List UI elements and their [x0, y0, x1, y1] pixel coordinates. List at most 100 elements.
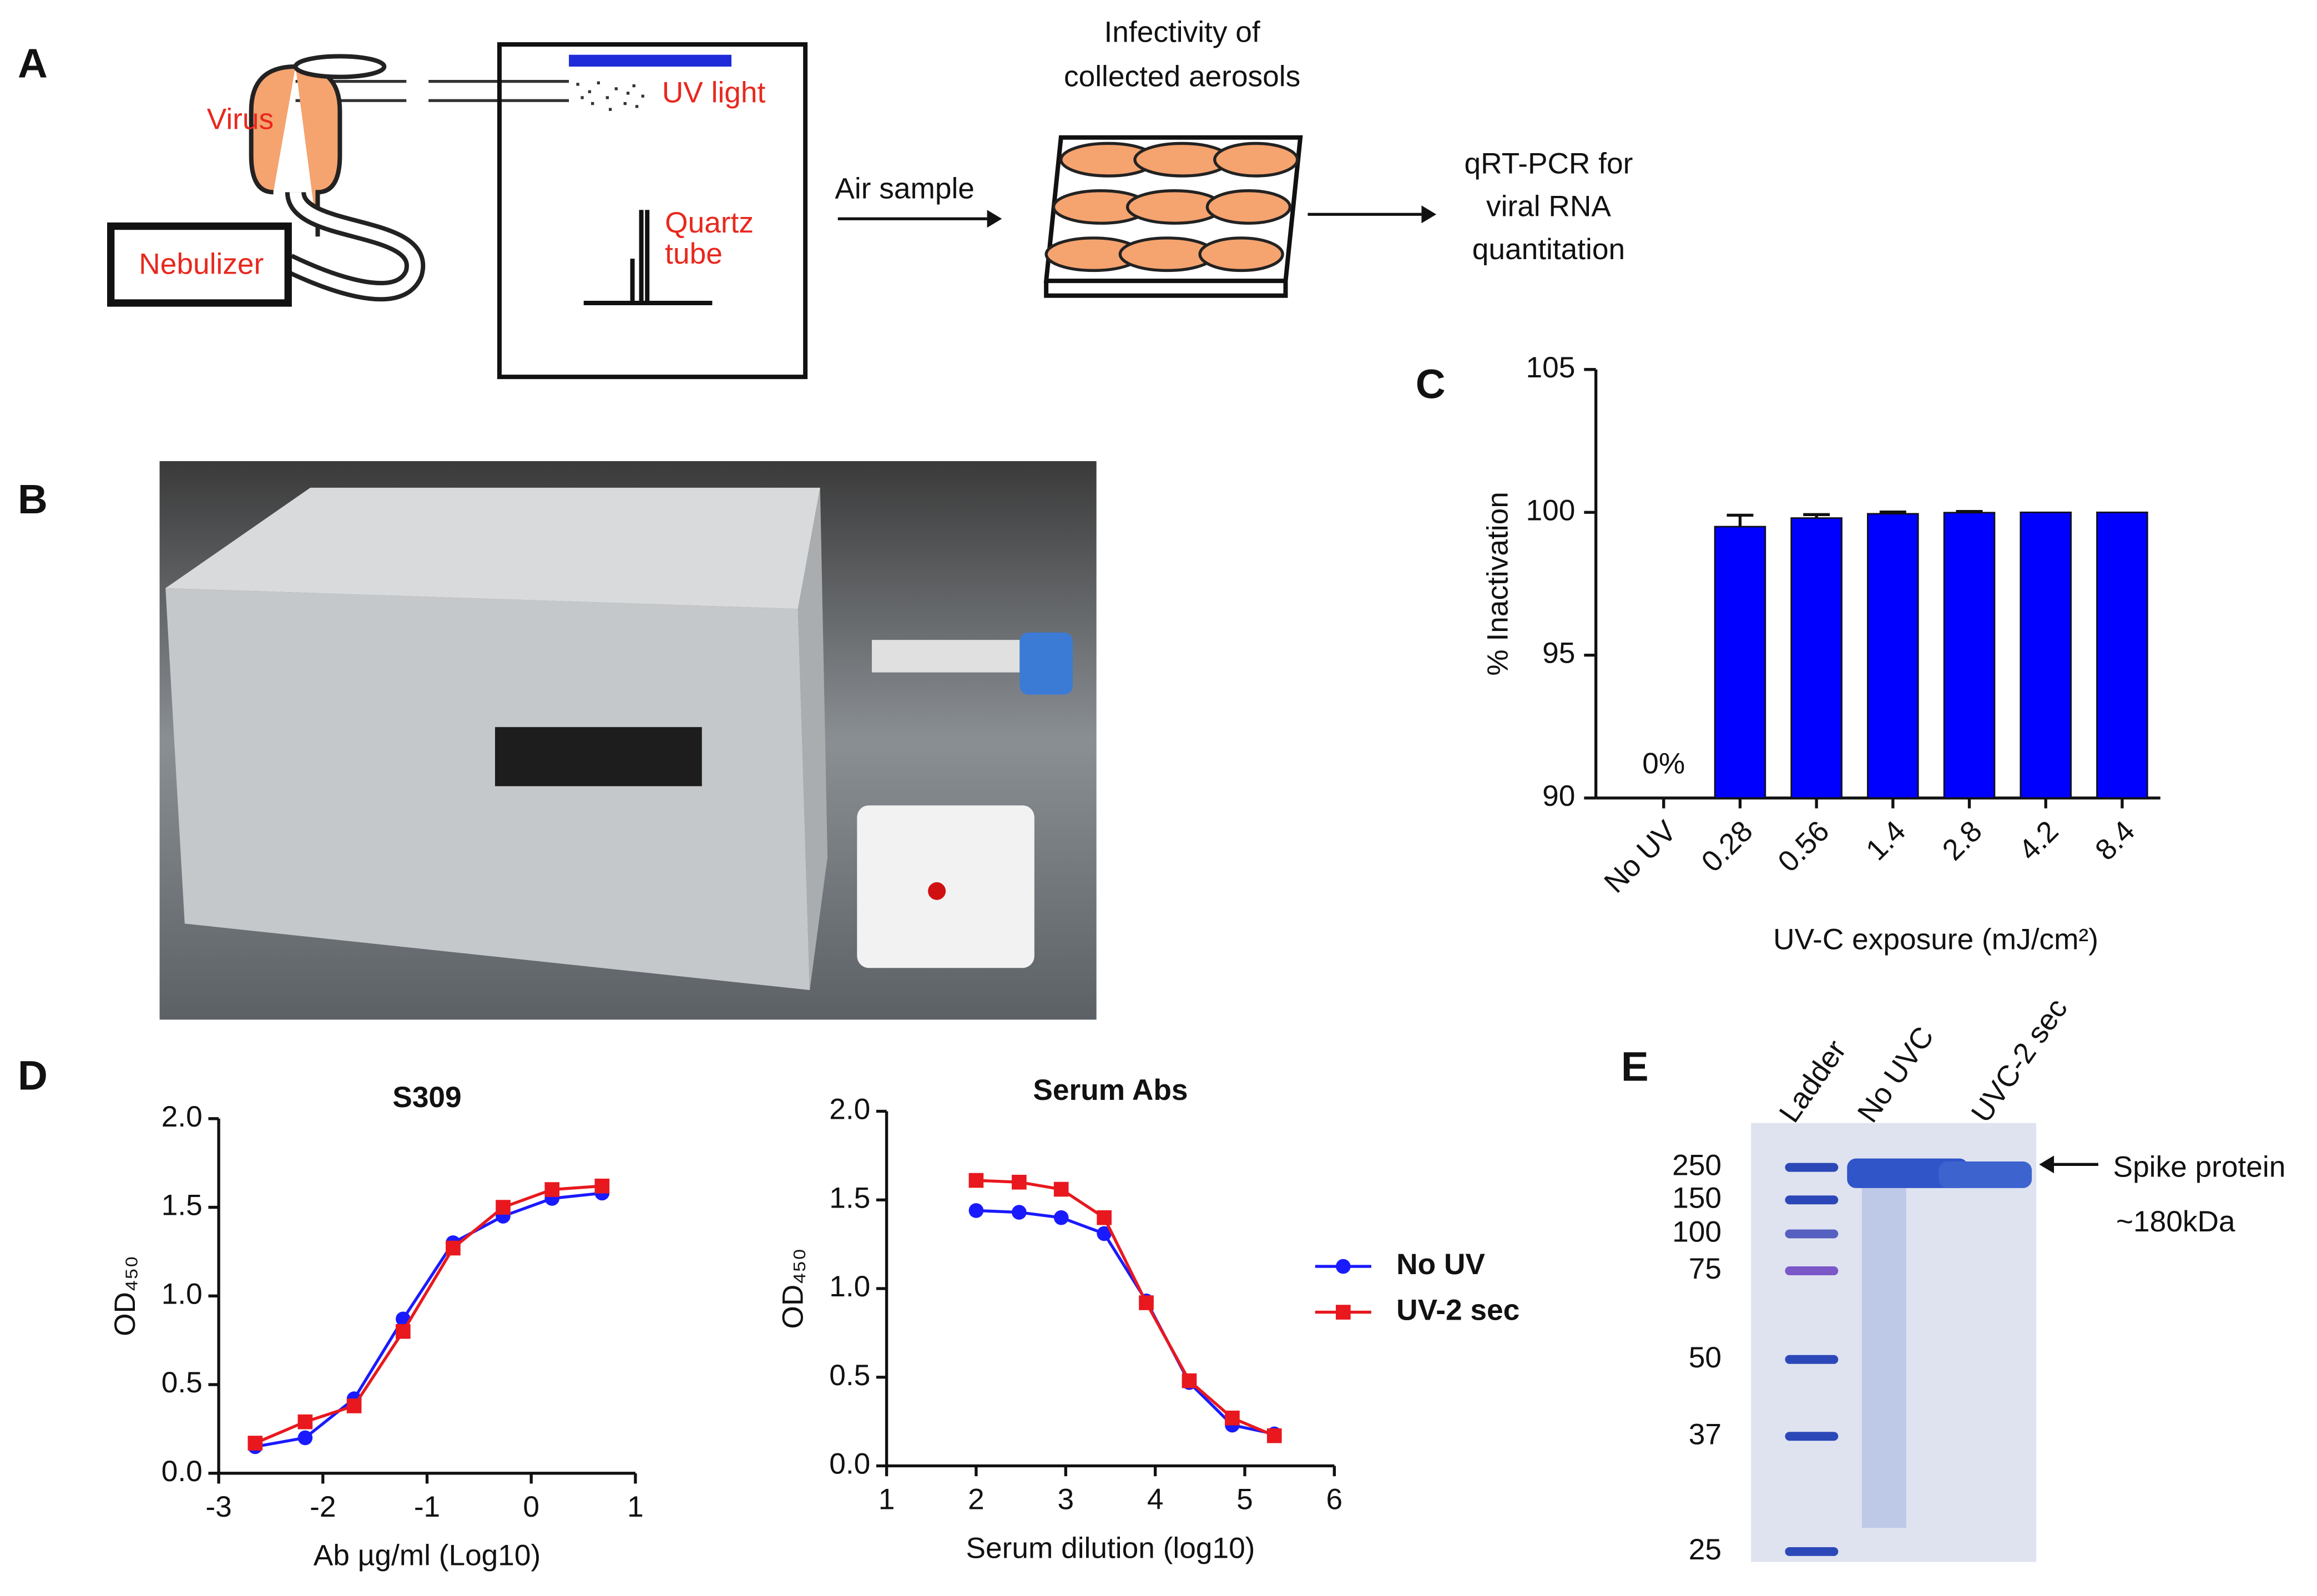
annotation: ~180kDa [2116, 1205, 2235, 1238]
chart-title: S309 [392, 1081, 461, 1114]
marker-label: 150 [1672, 1181, 1722, 1214]
bar [1790, 517, 1843, 799]
panel-label: A [18, 41, 48, 87]
y-tick-label: 2.0 [829, 1093, 870, 1126]
panel-label: B [18, 476, 48, 522]
x-axis-title: Ab µg/ml (Log10) [314, 1539, 541, 1572]
label: Nebulizer [139, 248, 264, 281]
marker-label: 75 [1689, 1252, 1722, 1285]
point [1097, 1226, 1112, 1241]
x-tick-label: 2 [968, 1483, 985, 1516]
marker-label: 25 [1689, 1533, 1722, 1566]
point [1053, 1181, 1069, 1197]
marker-label: 100 [1672, 1216, 1722, 1249]
x-tick-label: -1 [414, 1491, 440, 1523]
bar [1714, 526, 1766, 799]
nebulizer-box [107, 222, 292, 307]
chamber [497, 42, 808, 380]
point [446, 1240, 461, 1256]
label: Virus [207, 103, 274, 136]
arrowhead [1421, 205, 1437, 224]
label: Quartz [665, 206, 754, 239]
ladder-band [1785, 1266, 1839, 1276]
lane-label: No UVC [1851, 1021, 1940, 1129]
marker-label: 50 [1689, 1341, 1722, 1374]
label: tube [665, 238, 723, 270]
lane-smear [1861, 1188, 1906, 1528]
point [968, 1203, 984, 1218]
point [346, 1398, 362, 1413]
ladder-band [1785, 1195, 1839, 1205]
point [1225, 1410, 1240, 1426]
point [496, 1200, 511, 1215]
y-tick-label: 95 [1542, 637, 1575, 670]
x-tick-label: 1 [627, 1491, 644, 1523]
series-line [976, 1209, 1275, 1436]
x-tick-label: 6 [1326, 1483, 1343, 1516]
annotation: Spike protein [2113, 1150, 2286, 1183]
panel-label: E [1621, 1044, 1649, 1090]
point [396, 1324, 411, 1339]
y-tick-label: 1.5 [161, 1189, 203, 1222]
point [1266, 1428, 1282, 1443]
legend-label: UV-2 sec [1396, 1294, 1520, 1327]
x-tick-label: 8.4 [2089, 815, 2141, 867]
label: viral RNA [1486, 190, 1611, 223]
x-axis-title: Serum dilution (log10) [966, 1532, 1255, 1564]
flask-top [293, 54, 387, 79]
diagram-a: Virus UV light Nebulizer Quartz tube Air… [107, 16, 1633, 380]
value-label: 0% [1642, 747, 1685, 780]
panel-label: C [1416, 361, 1446, 407]
box-top [165, 487, 820, 609]
x-axis-title: UV-C exposure (mJ/cm²) [1773, 923, 2098, 956]
point [594, 1178, 610, 1194]
label: collected aerosols [1064, 60, 1300, 93]
ladder-band [1785, 1355, 1839, 1364]
point [297, 1430, 313, 1446]
error-bar [1727, 513, 1754, 527]
point [1182, 1373, 1197, 1388]
point [968, 1173, 984, 1188]
point [1012, 1174, 1027, 1190]
bar [1943, 512, 1996, 799]
y-tick-label: 0.5 [161, 1366, 203, 1399]
y-tick-label: 0.0 [829, 1448, 870, 1481]
nameplate [494, 727, 702, 786]
legend-marker [1336, 1259, 1351, 1274]
point [1012, 1205, 1027, 1220]
bar [1867, 513, 1919, 799]
point [1097, 1210, 1112, 1225]
y-tick-label: 0.0 [161, 1455, 203, 1488]
series-line [254, 1184, 603, 1445]
point [1053, 1210, 1069, 1225]
quartz-tube [583, 210, 713, 306]
switch [928, 882, 946, 900]
ladder-band [1785, 1229, 1839, 1239]
point [544, 1182, 560, 1197]
series-line [255, 1191, 603, 1448]
marker-label: 37 [1689, 1418, 1722, 1451]
y-tick-label: 90 [1542, 780, 1575, 812]
x-tick-label: 3 [1057, 1483, 1074, 1516]
lane-label: Ladder [1773, 1034, 1852, 1129]
y-tick-label: 1.0 [161, 1277, 203, 1310]
hose-inner [285, 191, 421, 297]
y-tick-label: 1.5 [829, 1181, 870, 1214]
ladder-band [1785, 1432, 1839, 1441]
point [248, 1436, 263, 1451]
legend-marker [1336, 1305, 1351, 1320]
tube [295, 79, 569, 102]
x-tick-label: 1.4 [1860, 815, 1912, 867]
band [1847, 1158, 1968, 1188]
wells [1044, 142, 1299, 272]
ladder-band [1785, 1547, 1839, 1556]
x-tick-label: 0 [523, 1491, 539, 1523]
x-tick-label: 5 [1236, 1483, 1253, 1516]
arrowhead [2039, 1155, 2054, 1174]
y-tick-label: 100 [1526, 494, 1576, 527]
box-front [165, 588, 810, 991]
marker-label: 250 [1672, 1149, 1722, 1182]
label: Air sample [835, 173, 975, 205]
ladder-band [1785, 1163, 1839, 1172]
box-side [797, 487, 828, 991]
